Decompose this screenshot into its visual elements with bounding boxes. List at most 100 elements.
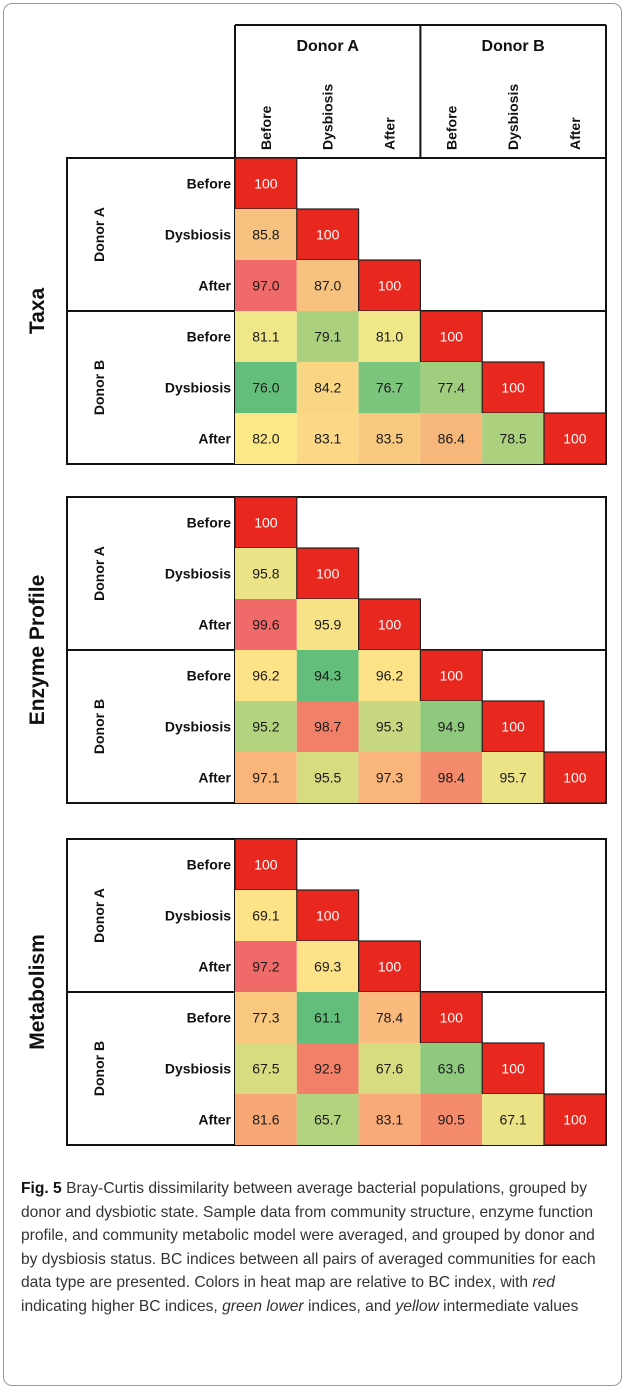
heatmap-cell [235, 1094, 297, 1145]
col-label-1: Dysbiosis [320, 84, 336, 150]
cell-value-label: 81.6 [252, 1112, 279, 1128]
row-label-2-0: Before [187, 857, 232, 873]
cell-value-label: 83.1 [376, 1112, 403, 1128]
row-label-2-4: Dysbiosis [165, 1061, 231, 1077]
heatmap-cell [358, 940, 422, 993]
cell-value-label: 97.0 [252, 278, 279, 294]
heatmap-cell [419, 649, 483, 702]
heatmap-cell [235, 701, 297, 752]
cell-value-label: 100 [501, 1061, 525, 1077]
caption-red: red [532, 1274, 555, 1291]
heatmap-cell [235, 941, 297, 992]
cell-value-label: 81.1 [252, 329, 279, 345]
cell-value-label: 97.1 [252, 770, 279, 786]
cell-value-label: 67.1 [499, 1112, 526, 1128]
caption-text-1: Bray-Curtis dissimilarity between averag… [21, 1180, 596, 1291]
heatmap-cell [358, 311, 421, 362]
heatmap-cell [296, 992, 359, 1043]
cell-value-label: 82.0 [252, 431, 279, 447]
heatmap-cell [481, 1042, 545, 1095]
heatmap-cell [235, 992, 297, 1043]
cell-value-label: 100 [254, 176, 278, 192]
heatmap-cell [482, 413, 544, 464]
cell-value-label: 77.3 [252, 1010, 279, 1026]
cell-value-label: 69.1 [252, 908, 279, 924]
heatmap-cell [296, 260, 359, 311]
heatmap-cell [543, 412, 607, 465]
cell-value-label: 77.4 [438, 380, 465, 396]
figure-frame [3, 3, 622, 1386]
heatmap-cell [235, 362, 297, 413]
panel-title-1: Enzyme Profile [26, 575, 49, 726]
heatmap-cell [296, 650, 359, 701]
cell-value-label: 79.1 [314, 329, 341, 345]
heatmap-cell [235, 548, 297, 599]
cell-value-label: 90.5 [438, 1112, 465, 1128]
row-label-0-1: Dysbiosis [165, 227, 231, 243]
heatmap-cell [358, 598, 422, 651]
heatmap-cell [234, 157, 298, 210]
heatmap-cell [420, 1043, 483, 1094]
heatmap-cell [358, 650, 421, 701]
row-label-1-0: Before [187, 515, 232, 531]
cell-value-label: 100 [440, 1010, 464, 1026]
caption-text-2: indicating higher BC indices, [21, 1297, 223, 1315]
row-label-0-2: After [198, 278, 231, 294]
row-group-label-2-1: Donor B [91, 1041, 107, 1096]
cell-value-label: 100 [254, 515, 278, 531]
row-label-0-5: After [198, 431, 231, 447]
figure-caption: Fig. 5 Bray-Curtis dissimilarity between… [21, 1177, 611, 1318]
heatmap-cell [235, 752, 297, 803]
cell-value-label: 63.6 [438, 1061, 465, 1077]
row-label-1-3: Before [187, 668, 232, 684]
panel-title-0: Taxa [26, 288, 49, 335]
cell-value-label: 95.8 [252, 566, 279, 582]
cell-value-label: 67.6 [376, 1061, 403, 1077]
heatmap-cell [235, 890, 297, 941]
cell-value-label: 87.0 [314, 278, 341, 294]
caption-fig-label: Fig. 5 [21, 1180, 62, 1197]
cell-value-label: 61.1 [314, 1010, 341, 1026]
heatmap-cell [296, 941, 359, 992]
heatmap-figure: Donor A Donor B Before Dysbiosis After Before… [26, 24, 607, 1146]
cell-value-label: 95.3 [376, 719, 403, 735]
cell-value-label: 65.7 [314, 1112, 341, 1128]
cell-value-label: 100 [378, 959, 402, 975]
heatmap-cell [296, 547, 360, 600]
cell-value-label: 96.2 [376, 668, 403, 684]
cell-value-label: 81.0 [376, 329, 403, 345]
cell-value-label: 84.2 [314, 380, 341, 396]
row-group-label-0-0: Donor A [91, 207, 107, 262]
heatmap-cell [419, 310, 483, 363]
caption-green: green [222, 1297, 262, 1315]
col-label-3: Before [443, 105, 459, 150]
row-label-1-4: Dysbiosis [165, 719, 231, 735]
cell-value-label: 100 [563, 1112, 587, 1128]
col-label-4: Dysbiosis [505, 84, 521, 150]
cell-value-label: 99.6 [252, 617, 279, 633]
cell-value-label: 100 [440, 668, 464, 684]
heatmap-cell [358, 701, 421, 752]
cell-value-label: 97.3 [376, 770, 403, 786]
cell-value-label: 100 [316, 908, 340, 924]
cell-value-label: 83.5 [376, 431, 403, 447]
col-group-label-1: Donor B [482, 38, 545, 55]
row-label-0-0: Before [187, 176, 232, 192]
row-label-1-5: After [198, 770, 231, 786]
cell-value-label: 78.5 [499, 431, 526, 447]
cell-value-label: 85.8 [252, 227, 279, 243]
heatmap-cell [235, 1043, 297, 1094]
cell-value-label: 94.3 [314, 668, 341, 684]
heatmap-cell [420, 752, 483, 803]
cell-value-label: 83.1 [314, 431, 341, 447]
heatmap-cell [296, 752, 359, 803]
heatmap-cell [235, 311, 297, 362]
heatmap-cell [358, 413, 421, 464]
cell-value-label: 95.2 [252, 719, 279, 735]
row-label-2-3: Before [187, 1010, 232, 1026]
row-group-label-2-0: Donor A [91, 888, 107, 943]
caption-yellow: yellow [395, 1297, 439, 1315]
col-group-label-0: Donor A [296, 38, 359, 55]
heatmap-cell [420, 413, 483, 464]
caption-lower: lower [266, 1297, 304, 1315]
